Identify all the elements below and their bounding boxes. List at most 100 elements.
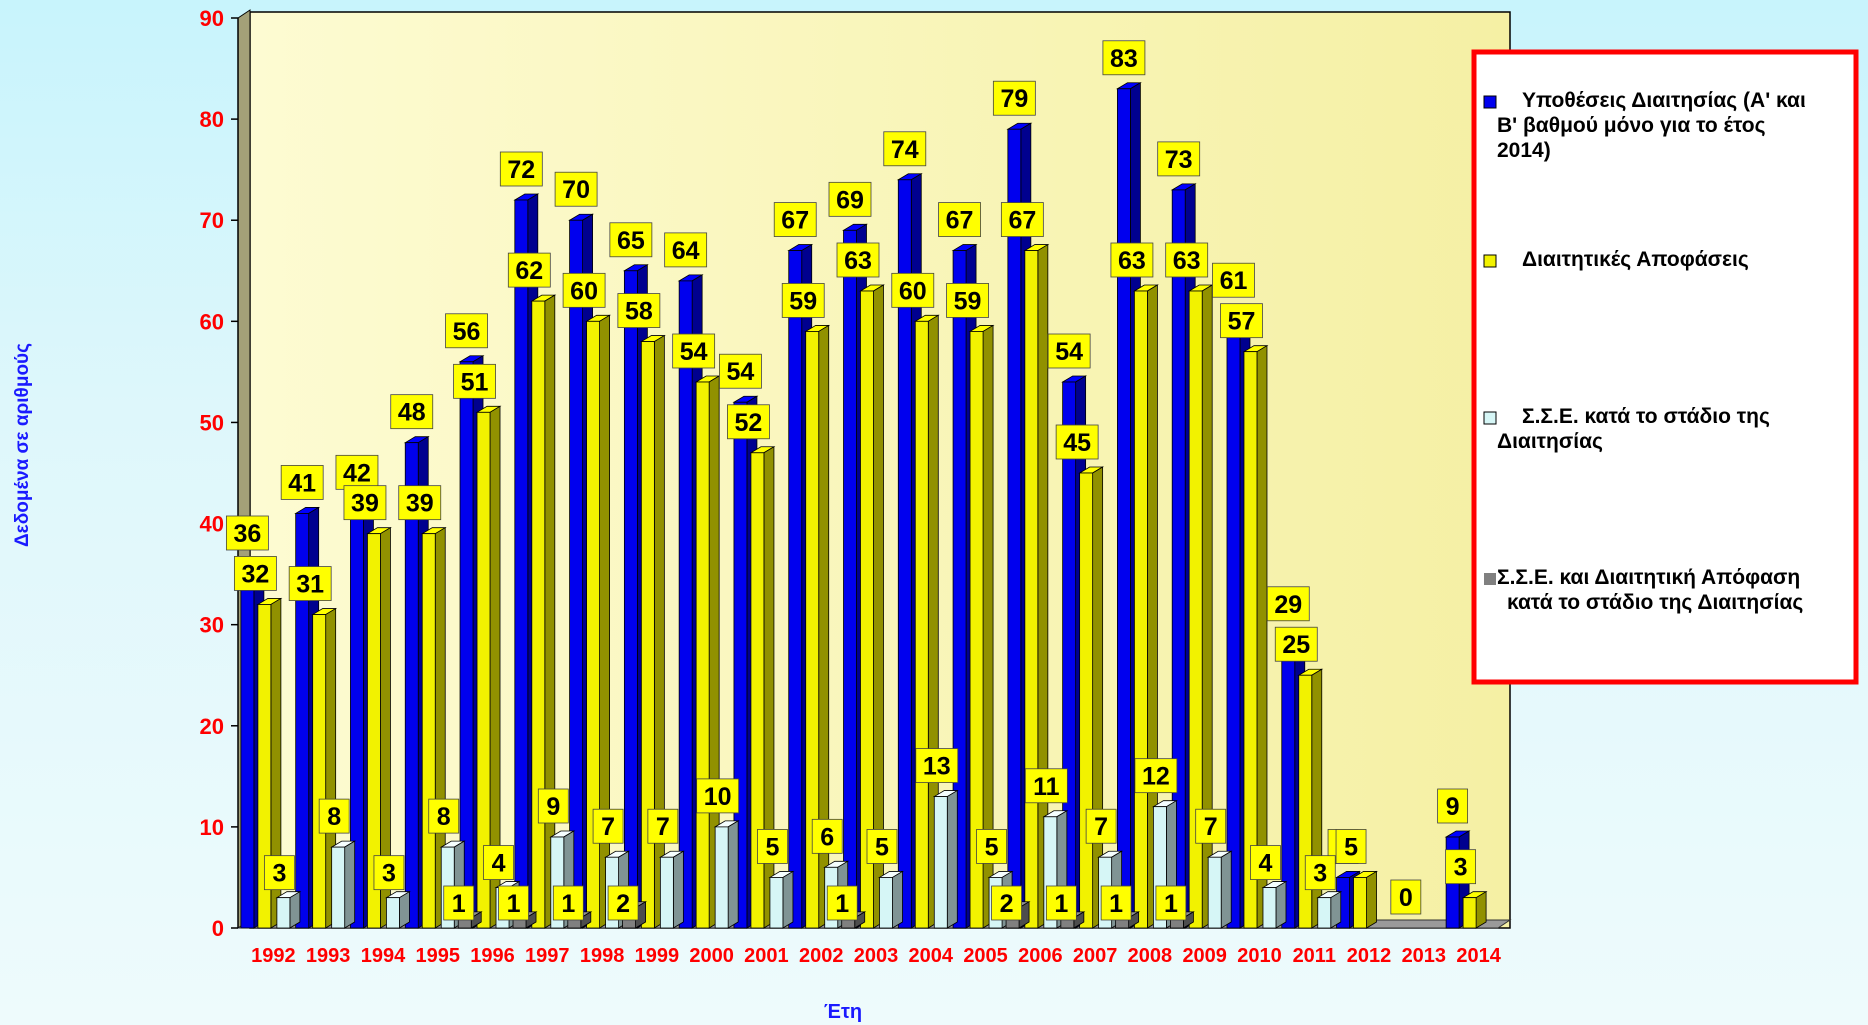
legend-label-0: Υποθέσεις Διαιτησίας (Α' και Β' βαθμού μ… [1497,89,1812,162]
data-label: 63 [1165,242,1209,278]
bar-2000-s2 [713,820,740,929]
data-label: 61 [1212,262,1255,298]
data-label: 39 [343,485,387,521]
svg-text:6: 6 [820,823,834,851]
svg-text:70: 70 [562,176,590,204]
bar-1992-s1 [256,597,283,929]
x-tick-label: 1994 [361,945,406,967]
data-label: 12 [1134,758,1178,794]
data-label: 63 [836,242,880,278]
svg-text:3: 3 [382,860,396,888]
bar-2014-s1 [1461,890,1488,929]
svg-text:31: 31 [296,571,324,599]
data-label: 58 [617,293,661,328]
y-tick-label: 30 [200,613,224,638]
data-label: 1 [1155,885,1187,921]
data-label: 3 [1304,855,1336,891]
svg-text:59: 59 [789,287,817,315]
svg-text:56: 56 [453,318,481,346]
svg-text:69: 69 [836,186,864,214]
svg-text:61: 61 [1220,267,1248,295]
data-label: 9 [537,788,569,824]
x-tick-label: 1996 [470,945,515,967]
svg-text:67: 67 [1008,207,1036,235]
bar-2009-s2 [1206,850,1233,929]
svg-text:59: 59 [954,287,982,315]
y-axis-ticks: 0 10 20 30 40 50 60 70 80 90 [200,6,238,941]
svg-text:5: 5 [765,833,779,861]
data-label: 57 [1220,303,1263,339]
data-label: 32 [233,556,277,591]
svg-text:60: 60 [899,277,927,305]
svg-text:63: 63 [1173,247,1201,275]
y-tick-label: 80 [200,107,224,132]
data-label: 1 [1100,885,1132,921]
bar-2003-s2 [878,870,904,929]
bar-1994-s1 [366,526,392,929]
bar-2012-s1 [1352,870,1378,929]
x-tick-label: 1999 [635,945,680,967]
data-label: 11 [1024,768,1068,804]
data-label: 1 [1045,885,1077,921]
bar-1997-s1 [530,294,557,929]
svg-text:8: 8 [437,803,451,831]
data-label: 7 [647,808,679,844]
x-tick-label: 1993 [306,945,351,967]
legend: Υποθέσεις Διαιτησίας (Α' και Β' βαθμού μ… [1471,49,1859,685]
svg-text:65: 65 [617,227,645,255]
y-tick-label: 10 [200,815,224,840]
x-tick-label: 1998 [580,945,625,967]
legend-swatch-0 [1483,95,1497,109]
data-label: 7 [1085,808,1117,844]
data-label: 1 [826,885,858,921]
svg-text:1: 1 [1164,890,1178,918]
bar-2010-s1 [1242,344,1269,929]
svg-text:0: 0 [1399,884,1413,912]
data-label: 74 [883,131,927,167]
data-label: 79 [992,80,1036,116]
data-label: 1 [443,885,475,921]
data-label: 72 [499,151,543,187]
legend-swatch-3 [1484,573,1496,585]
svg-text:5: 5 [985,833,999,861]
x-axis-title: Έτη [824,1001,862,1023]
data-label: 51 [453,363,496,399]
bar-2001-s2 [768,870,795,929]
bar-1999-s2 [658,850,685,929]
svg-text:63: 63 [1118,247,1146,275]
y-tick-label: 50 [200,410,224,435]
data-label: 54 [672,333,716,369]
y-tick-label: 90 [200,6,224,31]
svg-text:1: 1 [1109,890,1123,918]
data-label: 65 [609,222,653,258]
x-tick-label: 2010 [1237,945,1282,967]
data-label: 25 [1274,626,1318,662]
svg-text:63: 63 [844,247,872,275]
svg-text:9: 9 [546,793,560,821]
svg-text:67: 67 [946,207,974,235]
svg-text:48: 48 [398,399,426,427]
svg-text:3: 3 [1454,854,1468,882]
data-label: 7 [1195,808,1227,844]
data-label: 70 [554,171,598,207]
x-tick-label: 2007 [1073,945,1118,967]
svg-text:83: 83 [1110,45,1138,73]
y-tick-label: 20 [200,714,224,739]
x-tick-label: 2012 [1347,945,1392,967]
svg-text:4: 4 [492,850,506,878]
data-label: 45 [1055,424,1099,460]
svg-text:3: 3 [1313,860,1327,888]
svg-text:9: 9 [1446,793,1460,821]
x-axis-ticks: 1992 1993 1994 1995 1996 1997 1998 1999 2000 2001… [251,945,1502,967]
svg-text:62: 62 [515,257,543,285]
y-axis-title: Δεδομένα σε αριθμούς [12,343,33,547]
data-label: 1 [552,885,584,921]
bar-1992-s2 [275,890,302,929]
svg-text:1: 1 [835,890,849,918]
bar-1993-s1 [311,607,338,929]
data-label: 6 [811,818,843,854]
legend-swatch-2 [1483,411,1497,425]
x-tick-label: 2000 [689,945,734,967]
